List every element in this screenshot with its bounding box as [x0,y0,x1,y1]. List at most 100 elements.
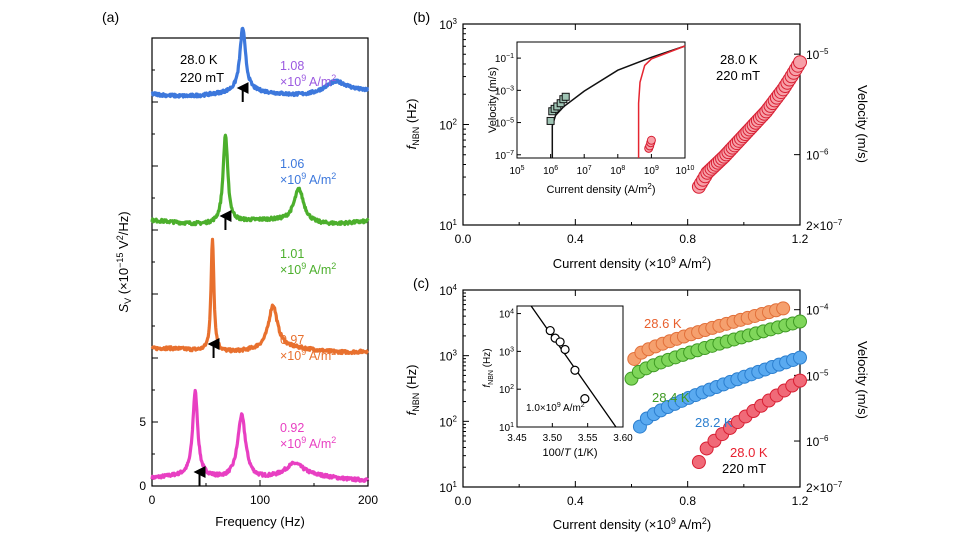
panel-b-inset-xtick-label: 1010 [676,165,695,177]
panel-b-inset-frame [516,41,686,159]
panel-c-series-labels: 28.6 K 28.4 K 28.2 K 28.0 K [644,316,768,460]
panel-c-ytick-label: 104 [439,283,457,298]
panel-b-xtick-label: 0.4 [567,232,584,246]
panel-b-inset-square-point [561,92,570,101]
panel-a-series-group [150,26,370,486]
panel-b-label: (b) [413,9,430,25]
panel-c-data-point [793,350,807,365]
panel-b-inset-ytick-label: 10−5 [495,118,514,130]
panel-b-points [691,55,807,194]
panel-a-series-unit: ×109 A/m2 [280,261,336,277]
panel-c-ytick-label: 103 [439,349,457,364]
panel-c-inset-frame [516,305,624,428]
panel-c-inset-xtick-label: 3.60 [613,433,633,444]
panel-a-series-value: 1.08 [280,59,304,73]
panel-b-ylabel: fNBN (Hz) [404,99,421,150]
panel-b-xtick-label: 1.2 [792,232,809,246]
panel-c-series-label: 28.0 K [730,445,768,460]
panel-a-annotation-field: 220 mT [180,70,224,85]
panel-c-data-point [793,314,807,329]
panel-b-inset-circle-point [646,135,656,145]
panel-c-inset-ytick-label: 103 [499,346,514,358]
panel-a-annotation-temp: 28.0 K [180,52,218,67]
panel-c-inset-points [545,325,590,404]
panel-c-annotation-field: 220 mT [722,461,766,476]
panel-c-inset-ytick-label: 101 [499,422,514,434]
panel-b-ytick-label: 103 [439,17,457,32]
panel-a-series-value: 0.97 [280,333,304,347]
panel-a-ylabel: SV (×10−15 V2/Hz) [115,211,133,312]
panel-c-series-label: 28.4 K [652,390,690,405]
panel-a-xlabel: Frequency (Hz) [215,514,305,529]
panel-a-series-unit: ×109 A/m2 [280,347,336,363]
panel-a-series-unit: ×109 A/m2 [280,73,336,89]
panel-c-right-tick-label: 10−6 [806,434,829,449]
panel-b-inset-ticks: 105 106 107 108 109 1010 10−7 10−5 10−3 10−1 [495,53,695,177]
panel-a-series-unit: ×109 A/m2 [280,171,336,187]
panel-b-ytick-label: 101 [439,218,457,233]
panel-b-inset-xtick-label: 109 [644,165,659,177]
panel-b-inset-ytick-label: 10−7 [495,150,514,162]
panel-b-right-tick-label: 10−6 [806,148,829,163]
panel-a-spectrum-trace [150,388,370,483]
panel-b-inset: 105 106 107 108 109 1010 10−7 10−5 10−3 10−1 Curr… [487,41,695,196]
panel-c-points [624,301,807,470]
panel-c-inset-ytick-label: 102 [499,384,514,396]
panel-b-annotation-field: 220 mT [716,68,760,83]
panel-b-annotation-temp: 28.0 K [720,52,758,67]
panel-b-inset-ylabel: Velocity (m/s) [487,67,499,133]
panel-a-ytick-label: 0 [139,479,146,493]
panel-b-xtick-label: 0.0 [455,232,472,246]
panel-b-inset-xtick-label: 107 [577,165,592,177]
panel-c-data-point [776,301,791,316]
panel-c-inset-xlabel: 100/T (1/K) [542,447,597,459]
panel-c-right-tick-label: 2×10−7 [806,480,843,495]
panel-c-ylabel: fNBN (Hz) [404,365,421,416]
panel-b-inset-red-curve [637,45,686,158]
panel-c-inset-ytick-label: 104 [499,309,514,321]
panel-a-series-value: 0.92 [280,421,304,435]
panel-c-inset-point [560,344,570,355]
panel-b-xlabel: Current density (×109 A/m2) [553,255,712,271]
panel-c-xtick-label: 0.0 [455,494,472,508]
panel-c-ticks: 0.0 0.4 0.8 1.2 101 102 103 104 2×10−7 10−6 10−5 10… [439,283,843,508]
panel-a-xtick-label: 100 [250,493,270,507]
panel-c-series-label: 28.2 K [695,415,733,430]
panel-c-inset: 3.45 3.50 3.55 3.60 101 102 103 104 1.0×109 A/m… [482,305,633,459]
panel-b-inset-square-point [546,116,555,125]
panel-c-label: (c) [413,275,429,291]
panel-b-inset-xtick-label: 106 [543,165,558,177]
panel-c-right-ylabel: Velocity (m/s) [855,341,870,419]
panel-c-inset-point [570,365,580,375]
panel-c-series-label: 28.6 K [644,316,682,331]
panel-c-ytick-label: 102 [439,414,457,429]
panel-b-xtick-label: 0.8 [679,232,696,246]
panel-a-ytick-label: 5 [139,415,146,429]
panel-c-data-point [691,455,706,470]
panel-a-spectrum-trace [150,26,370,99]
panel-a-series-value: 1.01 [280,247,304,261]
panel-c-xtick-label: 0.8 [679,494,696,508]
panel-b-ytick-label: 102 [439,118,457,133]
panel-c-inset-xtick-label: 3.55 [578,433,598,444]
panel-b-right-tick-label: 10−5 [806,47,829,62]
panel-c-right-tick-label: 10−4 [806,303,829,318]
panel-c-xtick-label: 0.4 [567,494,584,508]
panel-c-inset-point [580,394,590,404]
panel-a: (a) 0.92×109 A/m20.97×109 A/m21.01×109 A… [102,9,378,529]
panel-c-inset-ticks: 3.45 3.50 3.55 3.60 101 102 103 104 [499,309,633,444]
panel-c-inset-xtick-label: 3.50 [543,433,563,444]
panel-c-inset-ylabel: fNBN (Hz) [482,348,495,387]
panel-a-label: (a) [102,9,119,25]
panel-b-inset-ytick-label: 10−1 [495,53,514,65]
panel-c-xtick-label: 1.2 [792,494,809,508]
panel-c-inset-point [555,337,565,347]
panel-a-series-value: 1.06 [280,157,304,171]
panel-b-data-point [793,55,807,70]
panel-a-ticks: 0 100 200 0 5 [139,37,378,507]
panel-c-inset-xtick-label: 3.45 [507,433,527,444]
panel-a-spectrum-trace [150,237,370,356]
panel-b-ticks: 0.0 0.4 0.8 1.2 101 102 103 2×10−7 10−6 10−5 [439,17,843,246]
panel-c-xlabel: Current density (×109 A/m2) [553,516,712,532]
